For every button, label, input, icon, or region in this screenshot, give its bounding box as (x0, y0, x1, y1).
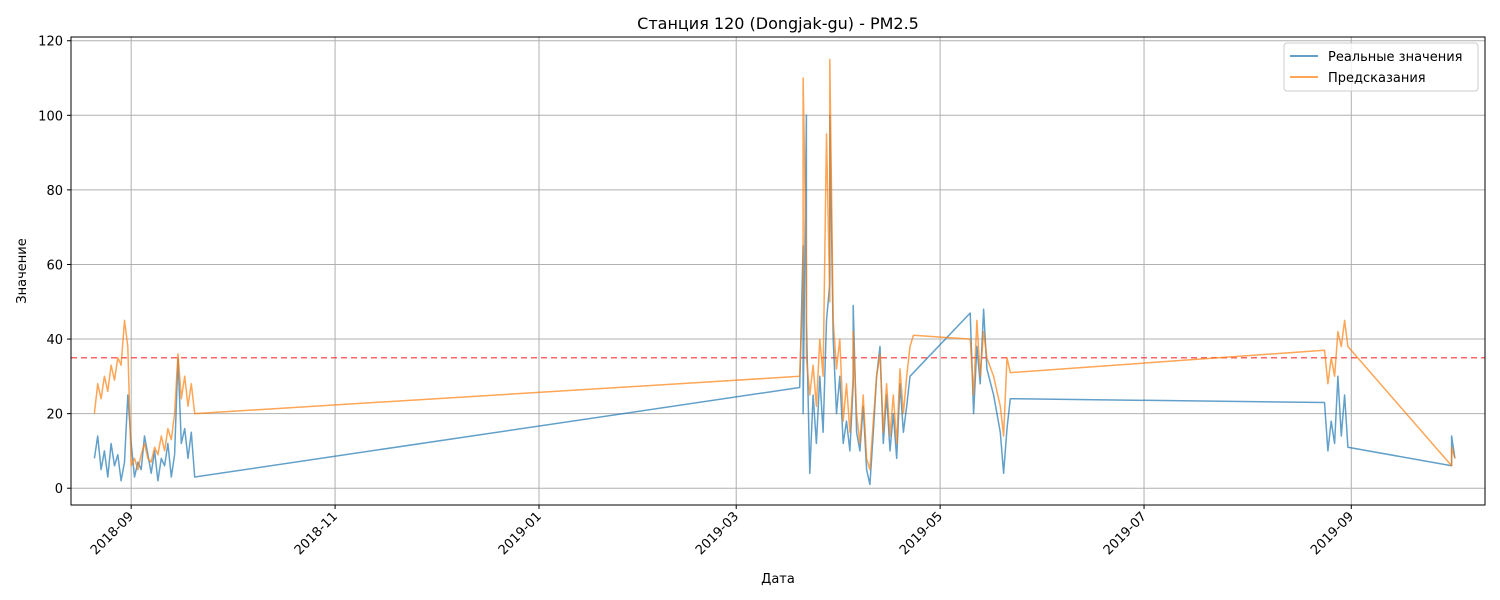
series-line-0 (93, 114, 1456, 486)
y-tick-label: 40 (46, 333, 63, 348)
chart-title: Станция 120 (Dongjak-gu) - PM2.5 (637, 14, 919, 33)
y-tick-label: 120 (38, 35, 63, 50)
x-axis-label: Дата (761, 572, 795, 587)
legend-box (1283, 42, 1479, 92)
y-tick-label: 20 (46, 408, 63, 423)
y-axis-label: Значение (15, 238, 30, 303)
plot-frame (70, 36, 1486, 506)
legend-label-real: Реальные значения (1328, 50, 1463, 65)
y-tick-label: 100 (38, 109, 63, 124)
series-line-1 (93, 58, 1456, 471)
grid (71, 37, 1485, 505)
y-tick-label: 0 (55, 482, 63, 497)
legend: Реальные значения Предсказания (1283, 42, 1479, 92)
series-layer (93, 58, 1456, 486)
legend-label-predicted: Предсказания (1328, 71, 1426, 86)
y-tick-label: 80 (46, 184, 63, 199)
y-tick-label: 60 (46, 258, 63, 273)
